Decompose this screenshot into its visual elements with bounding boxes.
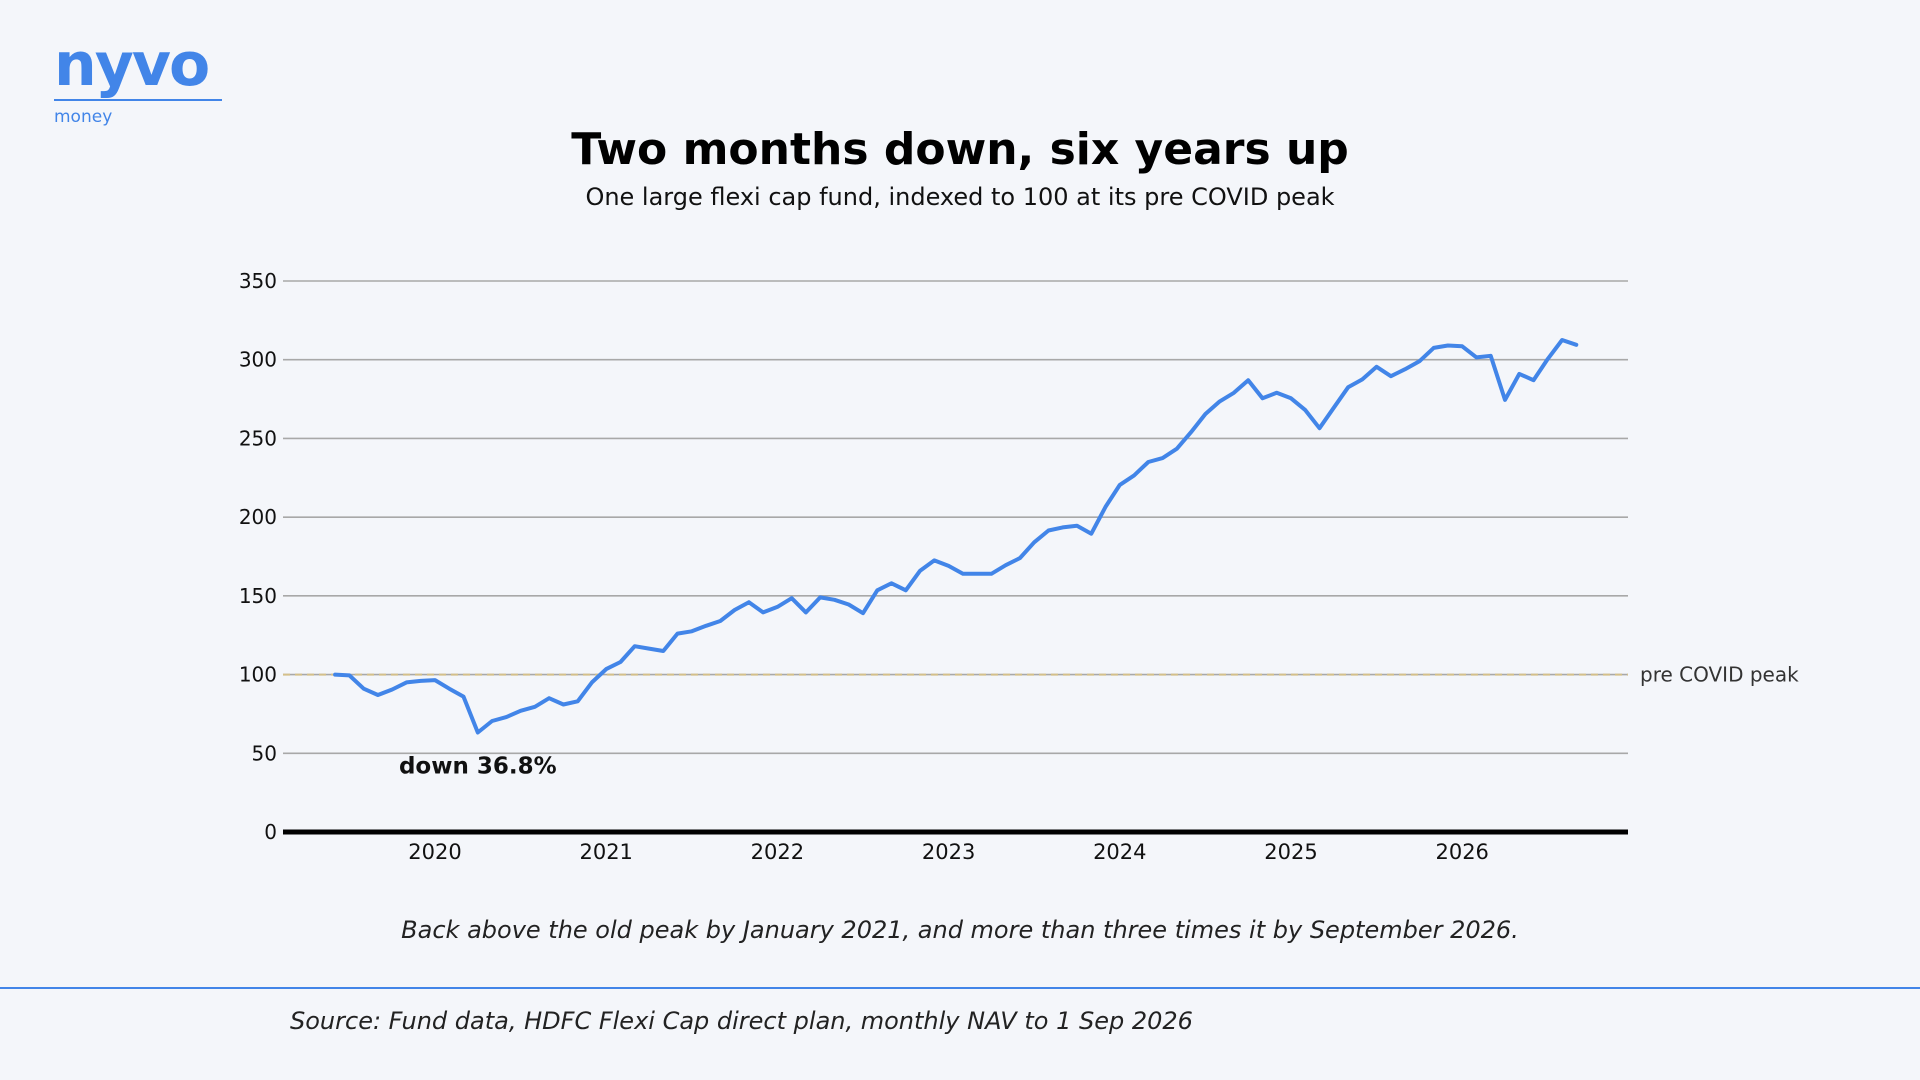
- chart-title: Two months down, six years up: [571, 124, 1349, 175]
- y-tick-label: 350: [239, 269, 277, 293]
- x-tick-label: 2025: [1264, 840, 1317, 864]
- x-tick-label: 2026: [1435, 840, 1488, 864]
- x-tick-label: 2021: [579, 840, 632, 864]
- y-tick-label: 300: [239, 348, 277, 372]
- y-tick-label: 150: [239, 584, 277, 608]
- series-line: [333, 338, 1579, 735]
- x-tick-label: 2023: [922, 840, 975, 864]
- reference-line-label: pre COVID peak: [1640, 663, 1799, 687]
- x-tick-label: 2020: [408, 840, 461, 864]
- source-note: Source: Fund data, HDFC Flexi Cap direct…: [290, 1007, 1193, 1035]
- footer-divider: [0, 987, 1920, 989]
- y-tick-label: 100: [239, 663, 277, 687]
- y-tick-label: 50: [252, 741, 277, 765]
- brand-logo: nyvo money: [54, 30, 222, 127]
- logo-wordmark: nyvo: [54, 30, 210, 100]
- chart-subtitle: One large flexi cap fund, indexed to 100…: [585, 183, 1335, 211]
- x-tick-label: 2024: [1093, 840, 1146, 864]
- y-tick-label: 0: [264, 820, 277, 844]
- trough-annotation: down 36.8%: [399, 754, 557, 780]
- y-tick-label: 250: [239, 426, 277, 450]
- chart-caption: Back above the old peak by January 2021,…: [401, 916, 1519, 944]
- y-tick-label: 200: [239, 505, 277, 529]
- logo-subtext: money: [54, 106, 113, 127]
- logo-underline: [54, 99, 222, 101]
- x-tick-label: 2022: [751, 840, 804, 864]
